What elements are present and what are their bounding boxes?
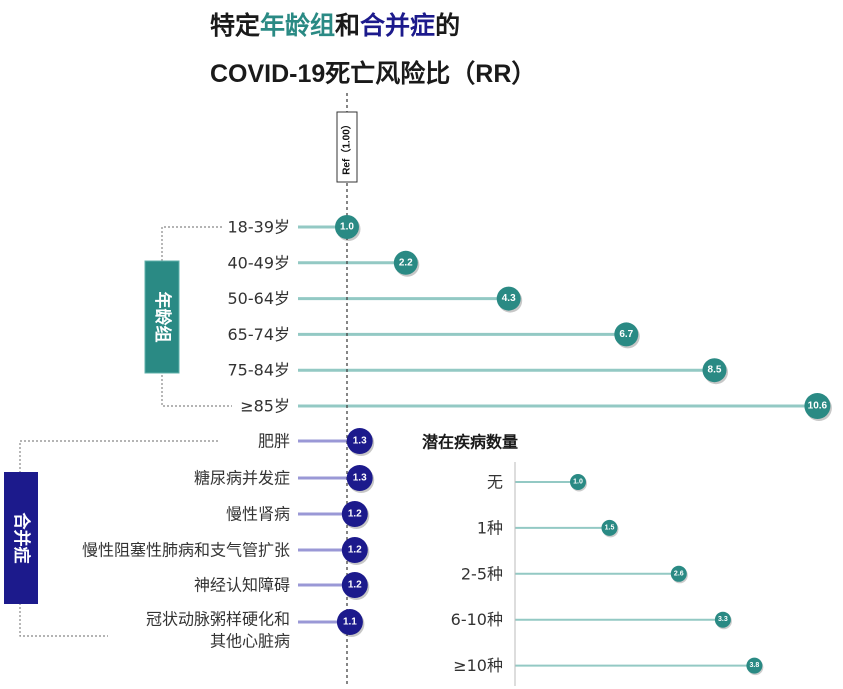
age-dot-4 — [702, 358, 727, 383]
comorbidity-dot-3 — [341, 537, 368, 563]
condition-count-value-label-1: 1.5 — [605, 524, 615, 531]
age-category-label-3: 65-74岁 — [228, 325, 291, 344]
age-dot-3 — [614, 322, 639, 347]
condition-count-value-label-4: 3.8 — [750, 662, 760, 669]
comorbidity-value-label-3: 1.2 — [348, 545, 362, 556]
reference-label-box — [336, 111, 358, 183]
condition-count-dot-2 — [670, 565, 687, 582]
chart-title-line2: COVID-19死亡风险比（RR） — [210, 60, 537, 88]
comorbidity-dot-1 — [346, 465, 373, 491]
condition-count-category-label-2: 2-5种 — [461, 564, 503, 583]
condition-count-value-label-0: 1.0 — [573, 479, 583, 486]
age-value-label-5: 10.6 — [808, 401, 828, 412]
comorbidity-category-label-5-a: 冠状动脉粥样硬化和 — [146, 610, 290, 629]
age-dot-5 — [804, 393, 831, 419]
age-dot-1 — [393, 250, 418, 275]
comorbidity-category-label-0: 肥胖 — [258, 432, 290, 451]
condition-count-dot-3 — [714, 611, 731, 628]
comorbidity-dot-5 — [336, 609, 363, 635]
comorbidity-dot-2 — [341, 501, 368, 527]
comorbidity-category-label-2: 慢性肾病 — [226, 505, 290, 524]
comorbidity-category-label-4: 神经认知障碍 — [194, 576, 290, 595]
age-dot-2 — [496, 286, 521, 311]
comorbidity-value-label-0: 1.3 — [353, 436, 367, 447]
comorbidity-category-label-1: 糖尿病并发症 — [194, 469, 290, 488]
condition-count-value-label-3: 3.3 — [718, 616, 728, 623]
age-category-label-4: 75-84岁 — [228, 361, 291, 380]
comorbidity-group-box — [4, 472, 38, 604]
condition-count-title: 潜在疾病数量 — [422, 433, 518, 452]
comorbidity-value-label-5: 1.1 — [343, 617, 357, 628]
comorbidity-value-label-1: 1.3 — [353, 473, 367, 484]
comorbidity-bracket — [19, 440, 218, 637]
age-value-label-1: 2.2 — [399, 257, 413, 268]
comorbidity-value-label-4: 1.2 — [348, 580, 362, 591]
age-group-box — [144, 260, 180, 374]
title-part-3: 和 — [335, 12, 361, 40]
condition-count-category-label-4: ≥10种 — [453, 656, 503, 675]
age-dot-0 — [335, 215, 359, 239]
chart-title-line1: 特定年龄组和合并症的 — [210, 6, 460, 42]
title-part-1: 特定 — [210, 12, 261, 40]
comorbidity-category-label-3: 慢性阻塞性肺病和支气管扩张 — [82, 541, 290, 560]
condition-count-value-label-2: 2.6 — [674, 570, 684, 577]
age-category-label-5: ≥85岁 — [240, 397, 290, 416]
title-part-age: 年龄组 — [260, 12, 336, 40]
reference-label: Ref（1.00） — [340, 119, 353, 175]
condition-count-dot-4 — [746, 657, 763, 674]
age-category-label-1: 40-49岁 — [228, 253, 291, 272]
condition-count-dot-1 — [601, 519, 618, 536]
comorbidity-dot-0 — [346, 428, 373, 454]
title-part-comorbidity: 合并症 — [360, 12, 436, 40]
comorbidity-value-label-2: 1.2 — [348, 509, 362, 520]
condition-count-category-label-1: 1种 — [477, 518, 503, 537]
age-group-label: 年龄组 — [152, 292, 173, 343]
age-value-label-4: 8.5 — [708, 365, 722, 376]
age-value-label-2: 4.3 — [502, 293, 516, 304]
comorbidity-group-label: 合并症 — [11, 513, 32, 564]
condition-count-category-label-0: 无 — [487, 473, 503, 492]
age-category-label-0: 18-39岁 — [228, 218, 291, 237]
age-category-label-2: 50-64岁 — [228, 289, 291, 308]
comorbidity-dot-4 — [341, 572, 368, 598]
age-value-label-0: 1.0 — [340, 222, 354, 233]
age-value-label-3: 6.7 — [619, 329, 633, 340]
condition-count-dot-0 — [570, 474, 586, 490]
title-part-5: 的 — [435, 12, 461, 40]
comorbidity-category-label-5-b: 其他心脏病 — [210, 632, 290, 651]
condition-count-category-label-3: 6-10种 — [451, 610, 503, 629]
